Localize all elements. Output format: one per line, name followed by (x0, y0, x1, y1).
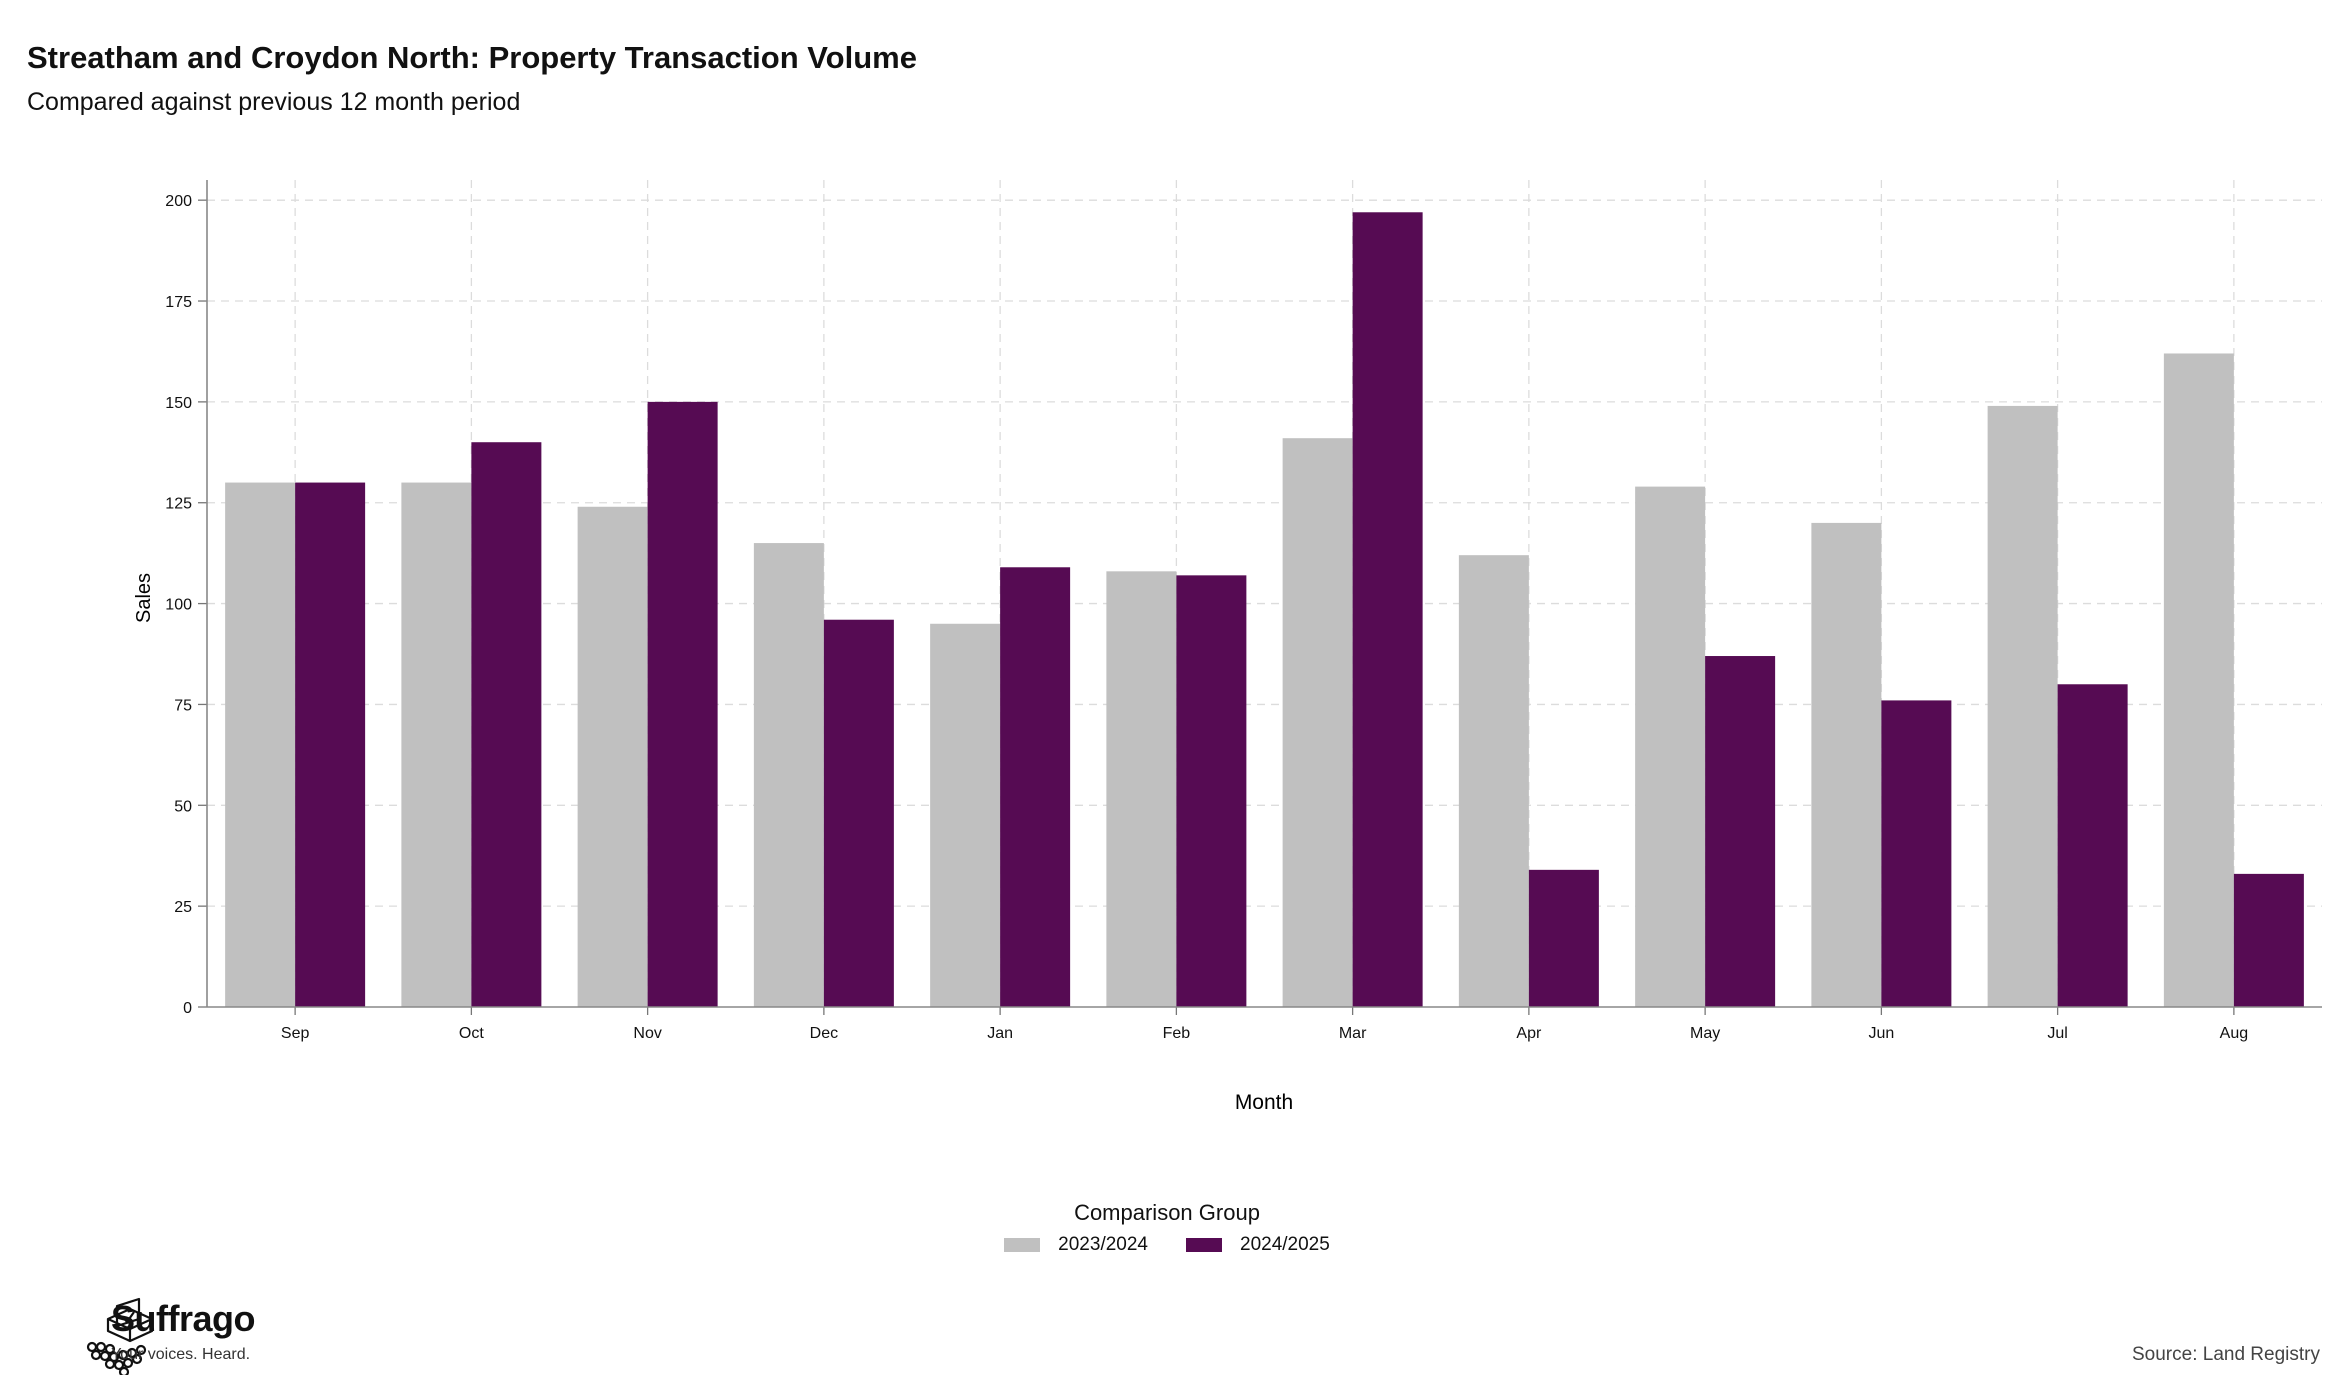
source-note: Source: Land Registry (2132, 1344, 2320, 1365)
bar-2023-2024-may (1635, 486, 1706, 1008)
x-tick-label: Aug (2220, 1025, 2248, 1042)
y-tick-labels: 0 25 50 75 100 125 150 175 200 (165, 193, 192, 1017)
bar-2024-2025-aug (2233, 873, 2304, 1007)
x-tick-label: May (1690, 1025, 1720, 1042)
bar-2024-2025-jul (2057, 684, 2128, 1007)
legend-item-2024-2025: 2024/2025 (1186, 1234, 1330, 1256)
x-tick-label: Sep (281, 1025, 310, 1042)
brand-name: Suffrago (111, 1298, 256, 1339)
bar-2024-2025-sep (295, 482, 366, 1007)
bar-2023-2024-sep (225, 482, 296, 1007)
x-tick-label: Jul (2047, 1025, 2067, 1042)
y-tick-label: 75 (174, 697, 192, 714)
y-tick-label: 0 (183, 1000, 192, 1017)
bar-2024-2025-jan (1000, 567, 1071, 1007)
bar-2023-2024-aug (2163, 353, 2234, 1008)
bar-2024-2025-apr (1528, 869, 1599, 1007)
bar-2023-2024-dec (753, 543, 824, 1007)
bar-2024-2025-mar (1352, 212, 1423, 1007)
y-tick-label: 175 (165, 294, 192, 311)
y-tick-label: 125 (165, 496, 192, 513)
bar-2023-2024-jun (1811, 522, 1882, 1007)
bar-2024-2025-may (1705, 656, 1776, 1007)
ballot-box-icon (86, 1297, 154, 1375)
legend-label: 2023/2024 (1058, 1234, 1148, 1255)
legend-item-2023-2024: 2023/2024 (1004, 1234, 1148, 1256)
bar-chart: 0 25 50 75 100 125 150 175 200 Sep Oct Nov Dec Jan Fe… (133, 180, 2322, 1114)
x-tick-label: Apr (1516, 1025, 1542, 1042)
y-tick-label: 50 (174, 798, 192, 815)
legend-label: 2024/2025 (1240, 1234, 1330, 1255)
bar-2024-2025-oct (471, 442, 542, 1008)
bar-2023-2024-jul (1987, 405, 2058, 1007)
y-tick-label: 150 (165, 395, 192, 412)
bar-2023-2024-jan (930, 623, 1001, 1007)
bar-2024-2025-dec (823, 619, 894, 1007)
legend-swatch (1186, 1238, 1222, 1252)
legend: Comparison Group 2023/2024 2024/2025 (0, 1200, 2334, 1256)
legend-title: Comparison Group (1074, 1200, 1260, 1225)
y-tick-label: 25 (174, 899, 192, 916)
x-tick-label: Jun (1868, 1025, 1894, 1042)
chart-subtitle: Compared against previous 12 month perio… (27, 88, 521, 116)
y-tick-label: 100 (165, 597, 192, 614)
bar-2024-2025-feb (1176, 575, 1247, 1007)
x-tick-label: Dec (810, 1025, 838, 1042)
bar-2024-2025-nov (647, 401, 718, 1007)
bar-2023-2024-mar (1282, 438, 1353, 1007)
bar-2023-2024-apr (1458, 555, 1529, 1007)
bar-2023-2024-oct (401, 482, 472, 1007)
x-tick-labels: Sep Oct Nov Dec Jan Feb Mar Apr May Jun Jul Aug (281, 1025, 2248, 1042)
bar-2024-2025-jun (1881, 700, 1952, 1007)
x-axis-label: Month (1235, 1091, 1293, 1114)
brand-tagline: Your voices. Heard. (111, 1346, 251, 1363)
bars (225, 212, 2304, 1008)
y-tick-label: 200 (165, 193, 192, 210)
x-tick-label: Nov (633, 1025, 661, 1042)
chart-title: Streatham and Croydon North: Property Tr… (27, 40, 917, 75)
x-tick-label: Feb (1163, 1025, 1191, 1042)
axes (198, 180, 2322, 1015)
y-axis-label: Sales (133, 573, 155, 623)
legend-items: 2023/2024 2024/2025 (0, 1234, 2334, 1256)
bar-2023-2024-nov (577, 506, 648, 1007)
x-tick-label: Jan (987, 1025, 1013, 1042)
bar-2023-2024-feb (1106, 571, 1177, 1007)
x-tick-label: Oct (459, 1025, 484, 1042)
x-tick-label: Mar (1339, 1025, 1367, 1042)
legend-swatch (1004, 1238, 1041, 1252)
